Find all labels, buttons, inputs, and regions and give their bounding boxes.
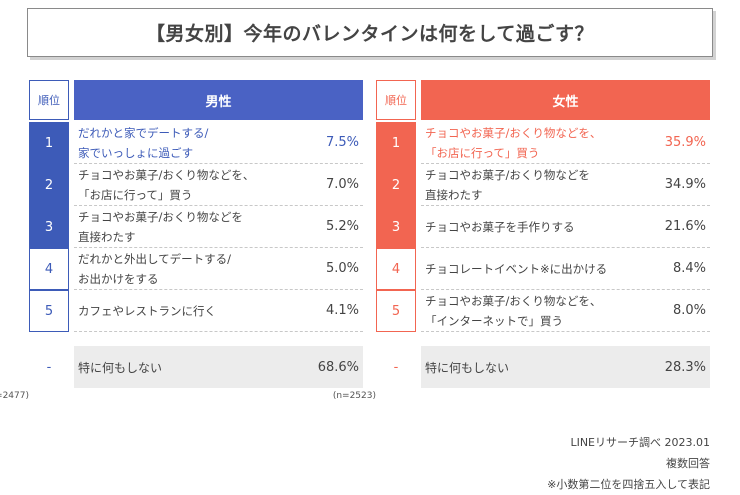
table-row: 2 チョコやお菓子/おくり物などを 直接わたす 34.9% — [376, 164, 710, 206]
rank-header: 順位 — [29, 80, 69, 120]
multi-answer-note: 複数回答 — [666, 457, 710, 470]
page-title: 【男女別】今年のバレンタインは何をして過ごす？ — [27, 8, 713, 57]
rank-cell: 1 — [29, 122, 69, 164]
rank-cell: 5 — [376, 290, 416, 332]
item-value: 7.0% — [325, 177, 359, 192]
rank-cell: - — [393, 359, 399, 375]
table-row: 1 チョコやお菓子/おくり物などを、 「お店に行って」買う 35.9% — [376, 122, 710, 164]
item-value: 8.4% — [672, 261, 706, 276]
none-row: - 特に何もしない 68.6% — [29, 346, 363, 388]
item-label: だれかと外出してデートする/ お出かけをする — [78, 251, 232, 286]
item-value: 4.1% — [325, 303, 359, 318]
item-value: 7.5% — [325, 135, 359, 150]
item-value: 35.9% — [664, 135, 706, 150]
male-header: 男性 — [74, 80, 363, 120]
item-label: チョコやお菓子/おくり物などを、 「インターネットで」買う — [425, 293, 602, 328]
item-label: 特に何もしない — [78, 360, 163, 375]
table-row: 5 カフェやレストランに行く 4.1% — [29, 290, 363, 332]
item-label: チョコやお菓子/おくり物などを、 「お店に行って」買う — [78, 167, 255, 202]
item-value: 34.9% — [664, 177, 706, 192]
item-label: チョコやお菓子/おくり物などを 直接わたす — [78, 209, 243, 244]
item-label: カフェやレストランに行く — [78, 303, 216, 318]
table-row: 2 チョコやお菓子/おくり物などを、 「お店に行って」買う 7.0% — [29, 164, 363, 206]
item-label: チョコやお菓子/おくり物などを 直接わたす — [425, 167, 590, 202]
footer-notes: LINEリサーチ調べ 2023.01 複数回答 ※小数第二位を四捨五入して表記 — [547, 432, 710, 495]
rank-cell: 3 — [376, 206, 416, 248]
item-label: チョコレートイベント※に出かける — [425, 261, 608, 276]
sample-size: (n=2477) — [0, 391, 29, 401]
rounding-note: ※小数第二位を四捨五入して表記 — [547, 478, 710, 491]
source-note: LINEリサーチ調べ 2023.01 — [570, 436, 710, 449]
item-value: 68.6% — [317, 359, 359, 375]
item-value: 21.6% — [664, 219, 706, 234]
item-value: 5.2% — [325, 219, 359, 234]
rank-cell: 3 — [29, 206, 69, 248]
table-row: 1 だれかと家でデートする/ 家でいっしょに過ごす 7.5% — [29, 122, 363, 164]
item-value: 28.3% — [664, 359, 706, 375]
rank-cell: 4 — [376, 248, 416, 290]
item-label: チョコやお菓子/おくり物などを、 「お店に行って」買う — [425, 125, 602, 160]
item-label: だれかと家でデートする/ 家でいっしょに過ごす — [78, 125, 209, 160]
table-row: 4 だれかと外出してデートする/ お出かけをする 5.0% — [29, 248, 363, 290]
item-label: 特に何もしない — [425, 360, 510, 375]
item-label: チョコやお菓子を手作りする — [425, 219, 575, 234]
item-value: 8.0% — [672, 303, 706, 318]
rank-cell: 1 — [376, 122, 416, 164]
none-row: - 特に何もしない 28.3% — [376, 346, 710, 388]
table-row: 3 チョコやお菓子を手作りする 21.6% — [376, 206, 710, 248]
table-row: 3 チョコやお菓子/おくり物などを 直接わたす 5.2% — [29, 206, 363, 248]
rank-cell: 2 — [29, 164, 69, 206]
sample-size: (n=2523) — [332, 391, 376, 401]
table-row: 5 チョコやお菓子/おくり物などを、 「インターネットで」買う 8.0% — [376, 290, 710, 332]
item-value: 5.0% — [325, 261, 359, 276]
rank-cell: 4 — [29, 248, 69, 290]
female-header: 女性 — [421, 80, 710, 120]
table-row: 4 チョコレートイベント※に出かける 8.4% — [376, 248, 710, 290]
rank-header: 順位 — [376, 80, 416, 120]
rank-cell: 2 — [376, 164, 416, 206]
rank-cell: - — [46, 359, 52, 375]
rank-cell: 5 — [29, 290, 69, 332]
